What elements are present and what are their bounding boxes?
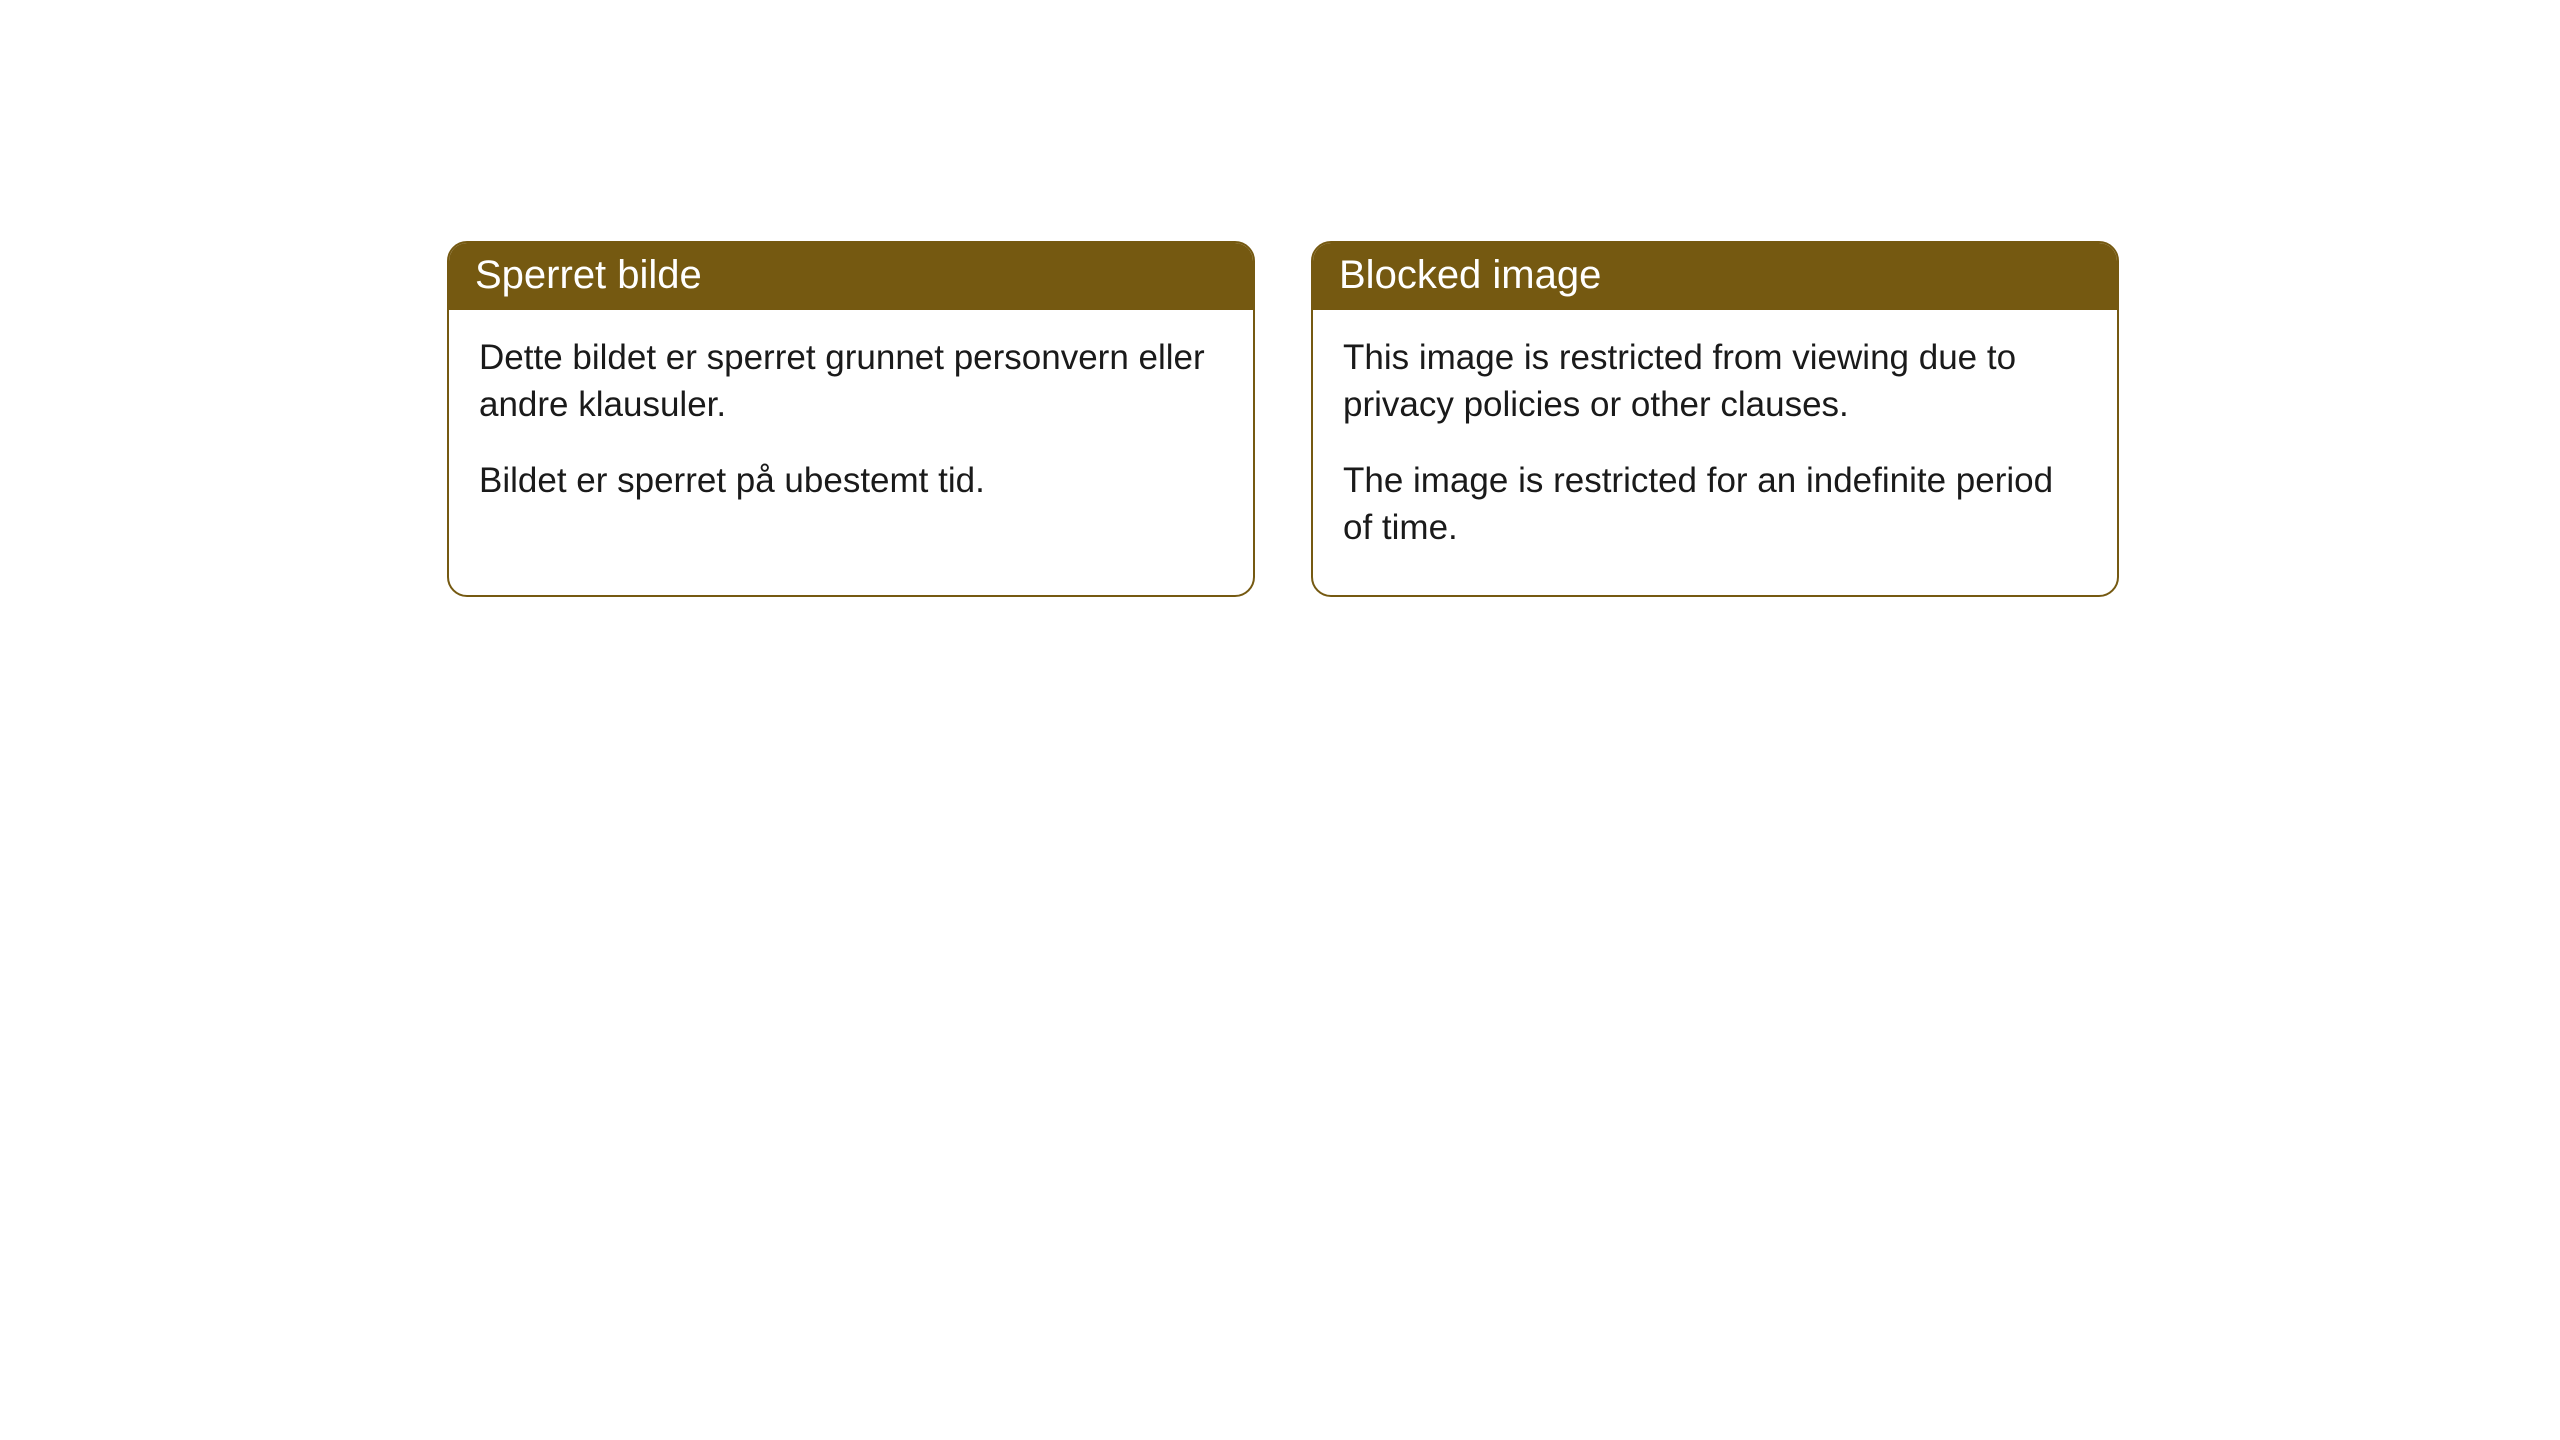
blocked-image-card-no: Sperret bilde Dette bildet er sperret gr… xyxy=(447,241,1255,597)
card-paragraph: Dette bildet er sperret grunnet personve… xyxy=(479,334,1223,429)
card-paragraph: This image is restricted from viewing du… xyxy=(1343,334,2087,429)
blocked-image-card-en: Blocked image This image is restricted f… xyxy=(1311,241,2119,597)
card-body-no: Dette bildet er sperret grunnet personve… xyxy=(449,310,1253,548)
card-paragraph: Bildet er sperret på ubestemt tid. xyxy=(479,457,1223,504)
cards-container: Sperret bilde Dette bildet er sperret gr… xyxy=(0,0,2560,597)
card-title-en: Blocked image xyxy=(1313,243,2117,310)
card-paragraph: The image is restricted for an indefinit… xyxy=(1343,457,2087,552)
card-body-en: This image is restricted from viewing du… xyxy=(1313,310,2117,595)
card-title-no: Sperret bilde xyxy=(449,243,1253,310)
